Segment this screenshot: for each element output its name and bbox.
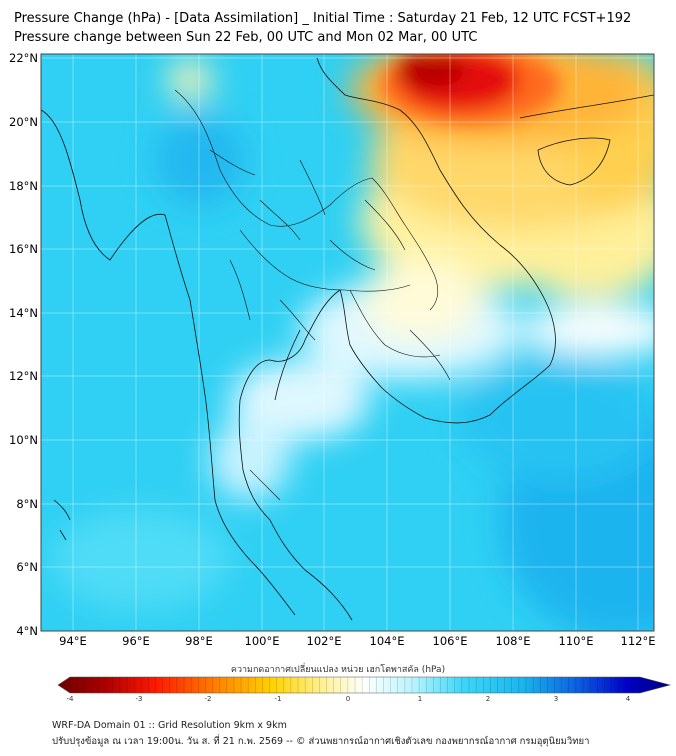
latitude-labels: 22°N 20°N 18°N 16°N 14°N 12°N 10°N 8°N 6… (9, 51, 38, 638)
lon-label: 112°E (621, 634, 656, 648)
lon-label: 108°E (496, 634, 531, 648)
map-frame (40, 53, 655, 632)
colorbar: -4 -3 -2 -1 0 1 2 3 4 (57, 676, 672, 703)
admin-borders (174, 89, 451, 501)
coastlines (41, 57, 654, 621)
lat-label: 6°N (16, 560, 38, 574)
lon-label: 110°E (559, 634, 594, 648)
pressure-change-map: 22°N 20°N 18°N 16°N 14°N 12°N 10°N 8°N 6… (9, 51, 655, 648)
map-field (41, 54, 654, 631)
colorbar-tick: -4 (67, 695, 75, 703)
map-subtitle: Pressure change between Sun 22 Feb, 00 U… (14, 30, 478, 45)
colorbar-tick: -3 (136, 695, 143, 703)
colorbar-tick: -1 (275, 695, 282, 703)
footer-credit: ปรับปรุงข้อมูล ณ เวลา 19:00น. วัน ส. ที่… (52, 736, 590, 747)
lat-label: 20°N (9, 115, 38, 129)
lat-label: 10°N (9, 433, 38, 447)
colorbar-tick: -2 (205, 695, 212, 703)
lon-label: 104°E (370, 634, 405, 648)
colorbar-dividers (69, 677, 641, 693)
colorbar-ramp (57, 676, 672, 694)
colorbar-label: ความกดอากาศเปลี่ยนแปลง หน่วย เฮกโตพาสคัล… (230, 665, 446, 675)
graticule (41, 54, 654, 631)
colorbar-tick: 1 (418, 695, 422, 703)
lon-label: 102°E (307, 634, 342, 648)
colorbar-tick: 0 (346, 695, 350, 703)
lat-label: 22°N (9, 51, 38, 65)
footer-model-info: WRF-DA Domain 01 :: Grid Resolution 9km … (52, 720, 287, 731)
lon-label: 106°E (433, 634, 468, 648)
lat-label: 16°N (9, 242, 38, 256)
lon-label: 100°E (245, 634, 280, 648)
longitude-labels: 94°E 96°E 98°E 100°E 102°E 104°E 106°E 1… (59, 634, 655, 648)
lat-label: 12°N (9, 369, 38, 383)
colorbar-tick: 4 (626, 695, 631, 703)
colorbar-ticks: -4 -3 -2 -1 0 1 2 3 4 (67, 695, 631, 703)
map-title: Pressure Change (hPa) - [Data Assimilati… (14, 11, 632, 26)
colorbar-tick: 2 (486, 695, 490, 703)
lat-label: 4°N (16, 624, 38, 638)
lat-label: 14°N (9, 306, 38, 320)
lat-label: 18°N (9, 179, 38, 193)
colorbar-tick: 3 (554, 695, 558, 703)
lon-label: 98°E (185, 634, 213, 648)
lon-label: 96°E (122, 634, 150, 648)
lat-label: 8°N (16, 497, 38, 511)
lon-label: 94°E (59, 634, 87, 648)
